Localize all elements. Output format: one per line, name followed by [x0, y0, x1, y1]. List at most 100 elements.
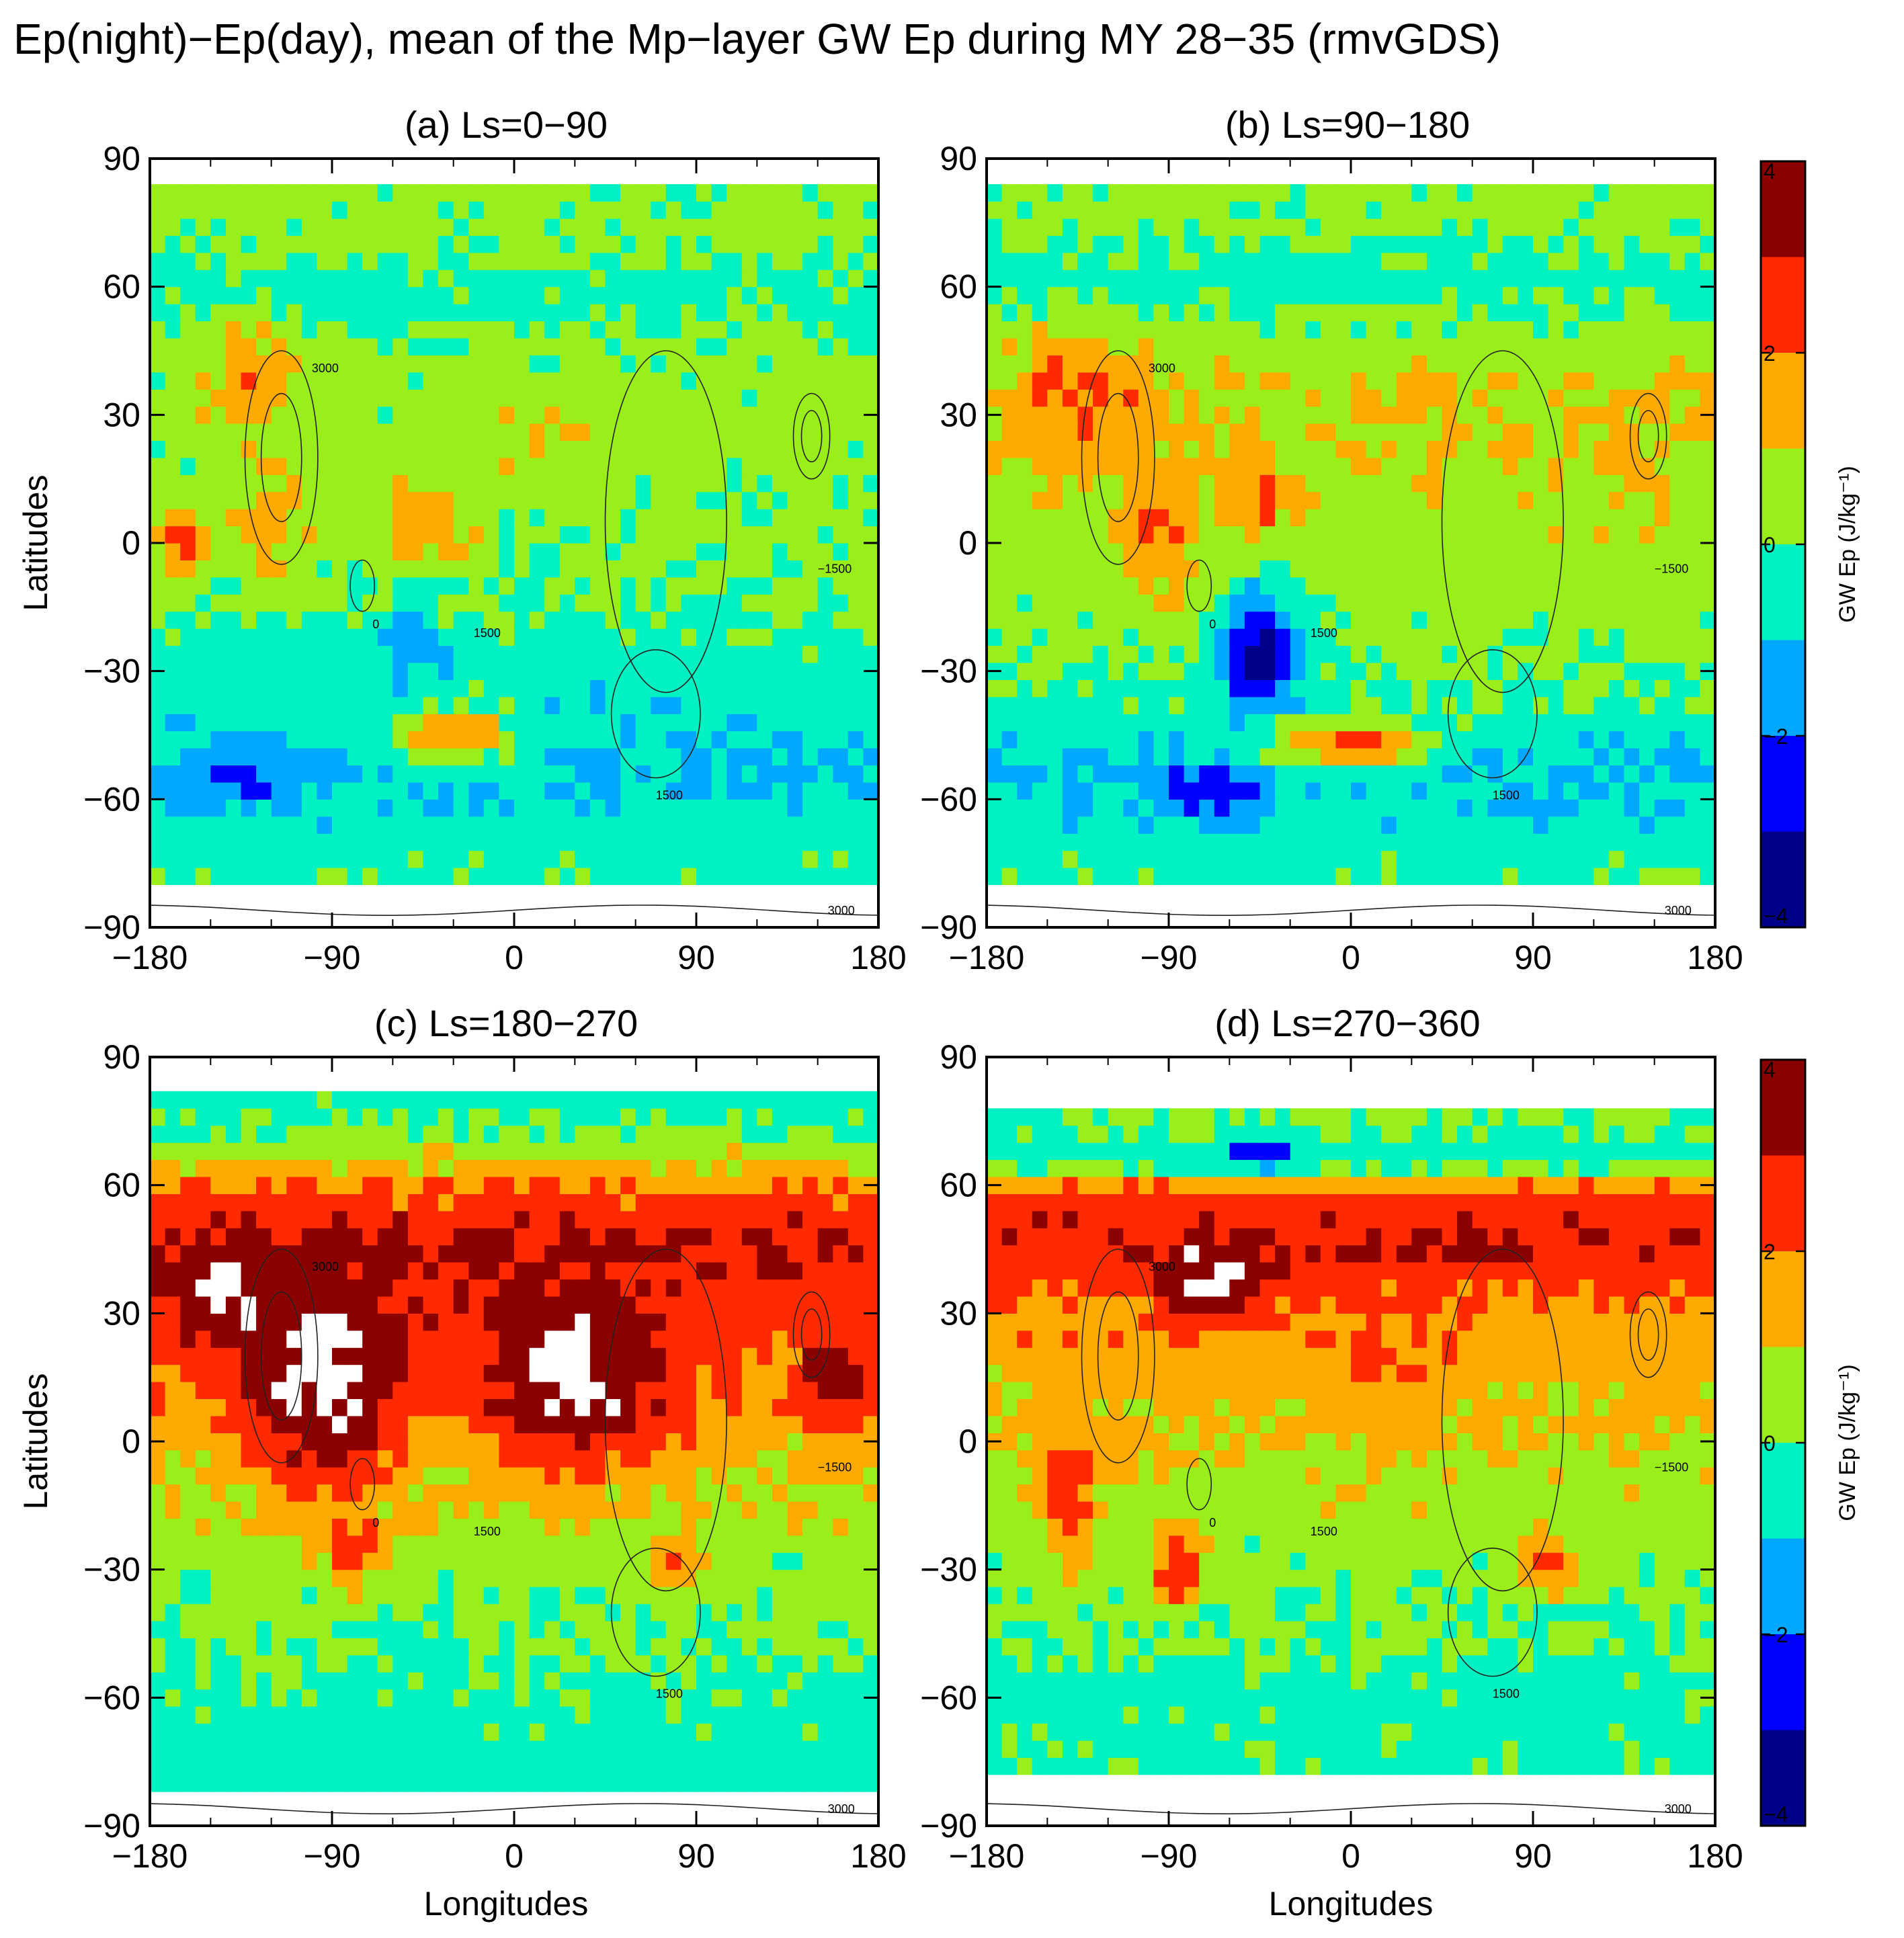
heatmap-cell: [362, 491, 378, 509]
heatmap-cell: [1624, 525, 1640, 544]
heatmap-cell: [1351, 868, 1367, 885]
heatmap-cell: [1548, 389, 1564, 407]
heatmap-cell: [1001, 577, 1018, 595]
heatmap-cell: [727, 1672, 743, 1690]
heatmap-cell: [589, 1654, 606, 1673]
heatmap-cell: [772, 525, 788, 544]
heatmap-cell: [241, 509, 257, 527]
heatmap-cell: [1244, 491, 1261, 509]
heatmap-cell: [741, 1501, 757, 1519]
heatmap-cell: [301, 423, 317, 441]
heatmap-cell: [1593, 765, 1610, 783]
heatmap-cell: [1093, 252, 1109, 270]
heatmap-cell: [802, 543, 819, 560]
heatmap-cell: [1366, 816, 1382, 834]
heatmap-cell: [438, 1501, 454, 1519]
heatmap-cell: [499, 696, 515, 714]
heatmap-cell: [1001, 304, 1018, 322]
heatmap-cell: [347, 1518, 363, 1536]
heatmap-cell: [1442, 816, 1458, 834]
heatmap-cell: [681, 1603, 697, 1621]
heatmap-cell: [453, 799, 469, 817]
heatmap-cell: [1639, 321, 1655, 339]
heatmap-cell: [620, 304, 636, 322]
heatmap-cell: [787, 440, 803, 458]
heatmap-cell: [863, 1740, 879, 1758]
heatmap-cell: [1320, 321, 1336, 339]
heatmap-cell: [1320, 782, 1336, 800]
heatmap-cell: [544, 1706, 561, 1724]
heatmap-cell: [575, 1484, 591, 1502]
heatmap-cell: [1366, 833, 1382, 851]
heatmap-cell: [1518, 372, 1534, 390]
heatmap-cell: [1032, 372, 1048, 390]
heatmap-cell: [392, 543, 409, 560]
heatmap-cell: [1305, 372, 1321, 390]
heatmap-cell: [332, 286, 348, 304]
heatmap-cell: [741, 833, 757, 851]
heatmap-cell: [377, 560, 393, 578]
heatmap-cell: [757, 782, 773, 800]
heatmap-cell: [757, 474, 773, 493]
heatmap-cell: [468, 337, 485, 355]
heatmap-cell: [453, 594, 469, 612]
heatmap-cell: [757, 389, 773, 407]
heatmap-cell: [1669, 491, 1686, 509]
heatmap-cell: [817, 269, 833, 288]
heatmap-cell: [1578, 440, 1594, 458]
heatmap-cell: [1259, 474, 1276, 493]
heatmap-cell: [407, 1689, 424, 1707]
heatmap-cell: [833, 1467, 849, 1485]
heatmap-cell: [847, 799, 864, 817]
heatmap-cell: [301, 679, 317, 698]
heatmap-cell: [529, 491, 545, 509]
heatmap-cell: [1138, 286, 1154, 304]
heatmap-cell: [1457, 850, 1473, 868]
heatmap-cell: [863, 457, 879, 475]
heatmap-cell: [817, 252, 833, 270]
heatmap-cell: [438, 850, 454, 868]
heatmap-cell: [559, 1587, 575, 1605]
heatmap-cell: [180, 1740, 196, 1758]
heatmap-cell: [1533, 423, 1549, 441]
heatmap-cell: [271, 730, 287, 749]
heatmap-cell: [635, 184, 651, 202]
heatmap-cell: [635, 560, 651, 578]
heatmap-cell: [241, 577, 257, 595]
heatmap-cell: [453, 184, 469, 202]
heatmap-cell: [1624, 628, 1640, 646]
heatmap-cell: [1017, 560, 1033, 578]
heatmap-cell: [514, 491, 530, 509]
heatmap-cell: [256, 1501, 272, 1519]
heatmap-cell: [407, 1654, 424, 1673]
heatmap-cell: [150, 235, 166, 253]
heatmap-cell: [1123, 184, 1139, 202]
heatmap-cell: [1669, 868, 1686, 885]
heatmap-cell: [180, 286, 196, 304]
heatmap-cell: [1032, 355, 1048, 373]
heatmap-cell: [817, 1740, 833, 1758]
heatmap-cell: [727, 543, 743, 560]
heatmap-cell: [1199, 696, 1215, 714]
heatmap-cell: [150, 543, 166, 560]
heatmap-cell: [711, 543, 727, 560]
heatmap-cell: [392, 696, 409, 714]
heatmap-cell: [377, 833, 393, 851]
heatmap-cell: [1381, 525, 1397, 544]
heatmap-cell: [847, 560, 864, 578]
heatmap-cell: [241, 1774, 257, 1792]
heatmap-cell: [1411, 765, 1427, 783]
heatmap-cell: [423, 355, 439, 373]
heatmap-cell: [1305, 594, 1321, 612]
heatmap-cell: [575, 730, 591, 749]
heatmap-cell: [544, 286, 561, 304]
heatmap-cell: [1244, 577, 1261, 595]
heatmap-cell: [1259, 833, 1276, 851]
heatmap-cell: [1593, 679, 1610, 698]
heatmap-cell: [499, 269, 515, 288]
heatmap-cell: [362, 1603, 378, 1621]
heatmap-cell: [210, 457, 226, 475]
heatmap-cell: [1153, 355, 1169, 373]
heatmap-cell: [1138, 782, 1154, 800]
heatmap-cell: [772, 1654, 788, 1673]
